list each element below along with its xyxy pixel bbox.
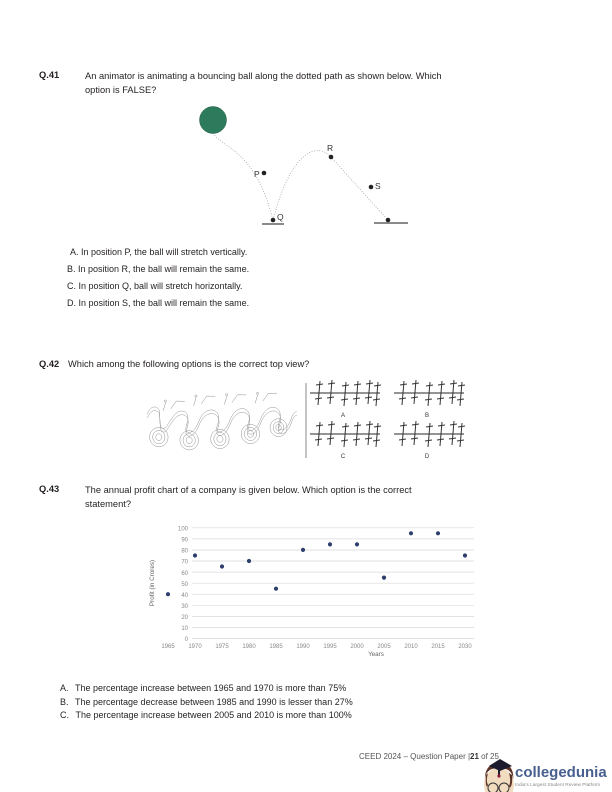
svg-text:India's Largest Student Review: India's Largest Student Review Platform [515, 782, 600, 788]
svg-text:collegedunia: collegedunia [515, 764, 607, 781]
